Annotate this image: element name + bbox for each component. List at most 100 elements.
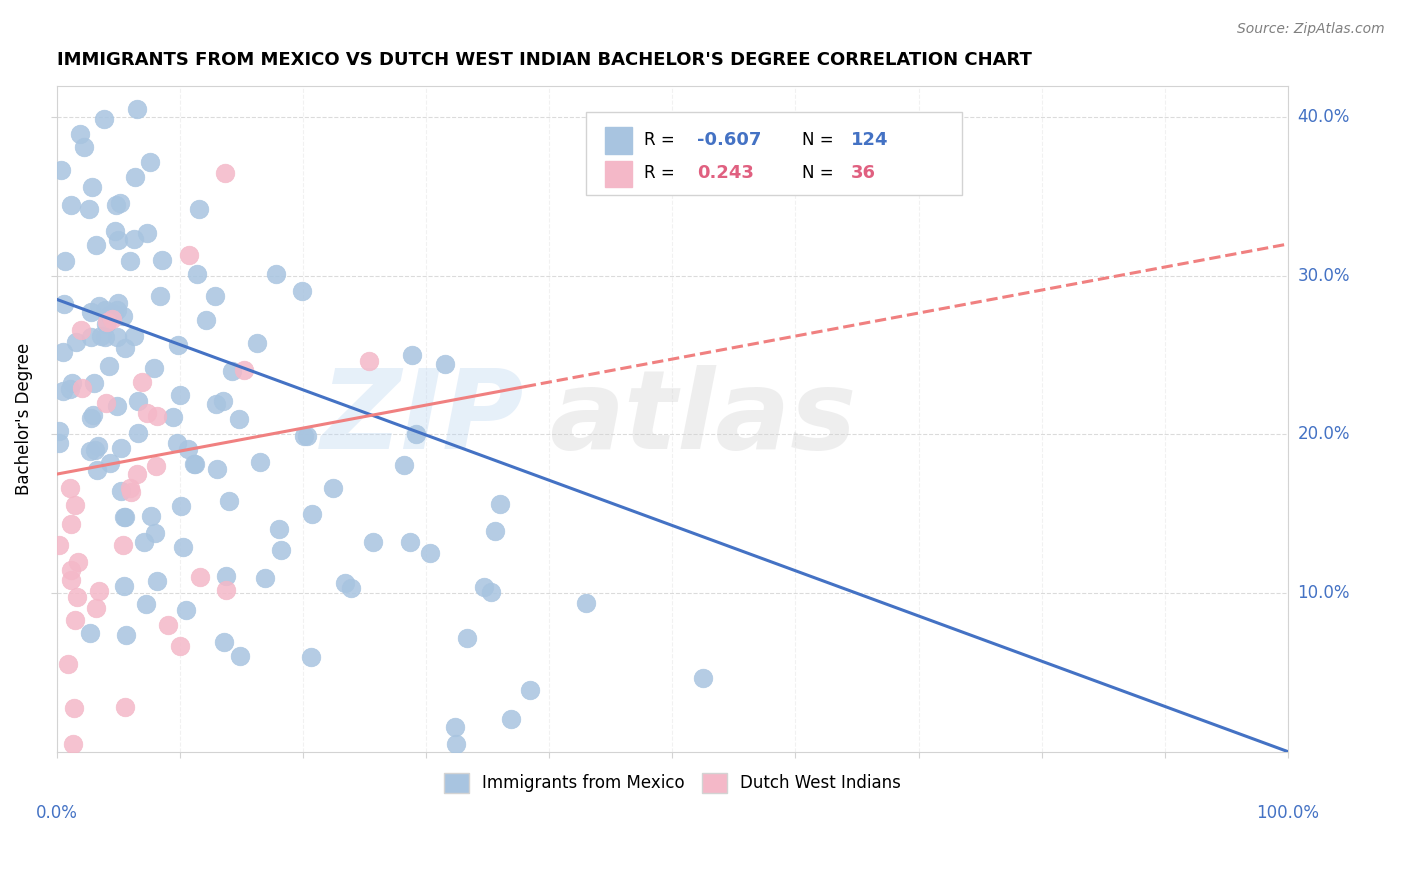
Point — [184, 457, 207, 471]
Bar — [605, 161, 631, 187]
Point — [107, 296, 129, 310]
Point — [118, 482, 141, 496]
Point — [188, 570, 211, 584]
Point — [169, 388, 191, 402]
Point — [212, 393, 235, 408]
Point — [59, 563, 82, 577]
Point — [66, 555, 89, 569]
Point — [63, 498, 86, 512]
Point — [63, 613, 86, 627]
Point — [86, 238, 108, 252]
Point — [357, 353, 380, 368]
Point — [183, 458, 205, 472]
Point — [179, 248, 201, 262]
Point — [489, 497, 512, 511]
Point — [218, 494, 240, 508]
Point — [107, 302, 129, 317]
Text: Source: ZipAtlas.com: Source: ZipAtlas.com — [1237, 22, 1385, 37]
Point — [59, 481, 82, 495]
Point — [108, 196, 131, 211]
Point — [484, 524, 506, 539]
Point — [120, 254, 142, 268]
Text: N =: N = — [801, 131, 838, 149]
Text: N =: N = — [801, 164, 838, 183]
Point — [228, 412, 250, 426]
Text: 100.0%: 100.0% — [1256, 804, 1319, 822]
Point — [204, 396, 226, 410]
Point — [340, 582, 363, 596]
Point — [87, 300, 110, 314]
Text: -0.607: -0.607 — [697, 131, 762, 149]
Point — [212, 634, 235, 648]
Point — [84, 442, 107, 457]
Point — [264, 267, 287, 281]
FancyBboxPatch shape — [586, 112, 962, 195]
Point — [499, 712, 522, 726]
Point — [249, 455, 271, 469]
Text: atlas: atlas — [550, 365, 856, 472]
Point — [48, 538, 70, 552]
Point — [60, 376, 83, 391]
Point — [98, 456, 121, 470]
Point — [96, 315, 118, 329]
Point — [107, 233, 129, 247]
Point — [146, 574, 169, 588]
Point — [444, 720, 467, 734]
Point — [82, 409, 104, 423]
Point — [105, 399, 128, 413]
Point — [166, 436, 188, 450]
Point — [229, 648, 252, 663]
Point — [131, 375, 153, 389]
Point — [104, 198, 127, 212]
Point — [93, 302, 115, 317]
Point — [214, 582, 236, 597]
Point — [156, 618, 179, 632]
Point — [322, 481, 344, 495]
Point — [135, 406, 157, 420]
Point — [93, 112, 115, 127]
Point — [60, 573, 83, 587]
Text: ZIP: ZIP — [322, 365, 524, 472]
Point — [333, 575, 356, 590]
Point — [246, 335, 269, 350]
Point — [83, 376, 105, 390]
Text: 36: 36 — [851, 164, 876, 183]
Point — [96, 396, 118, 410]
Point — [205, 461, 228, 475]
Point — [101, 312, 124, 326]
Point — [98, 359, 121, 373]
Point — [170, 500, 193, 514]
Point — [145, 458, 167, 473]
Point — [51, 163, 73, 178]
Point — [87, 439, 110, 453]
Point — [135, 597, 157, 611]
Point — [392, 458, 415, 473]
Y-axis label: Bachelor's Degree: Bachelor's Degree — [15, 343, 32, 495]
Point — [194, 313, 217, 327]
Point — [299, 649, 322, 664]
Point — [94, 330, 117, 344]
Point — [149, 289, 172, 303]
Point — [80, 329, 103, 343]
Point — [112, 579, 135, 593]
Point — [89, 584, 111, 599]
Point — [405, 427, 427, 442]
Point — [162, 409, 184, 424]
Point — [401, 348, 423, 362]
Point — [124, 329, 146, 343]
Point — [79, 626, 101, 640]
Point — [98, 308, 121, 322]
Point — [233, 363, 256, 377]
Point — [186, 267, 208, 281]
Point — [69, 127, 91, 141]
Point — [101, 307, 124, 321]
Point — [291, 284, 314, 298]
Point — [169, 639, 191, 653]
Bar — [605, 128, 631, 154]
Point — [479, 585, 502, 599]
Point — [112, 509, 135, 524]
Text: R =: R = — [644, 131, 681, 149]
Text: 0.0%: 0.0% — [37, 804, 79, 822]
Point — [301, 507, 323, 521]
Point — [472, 581, 495, 595]
